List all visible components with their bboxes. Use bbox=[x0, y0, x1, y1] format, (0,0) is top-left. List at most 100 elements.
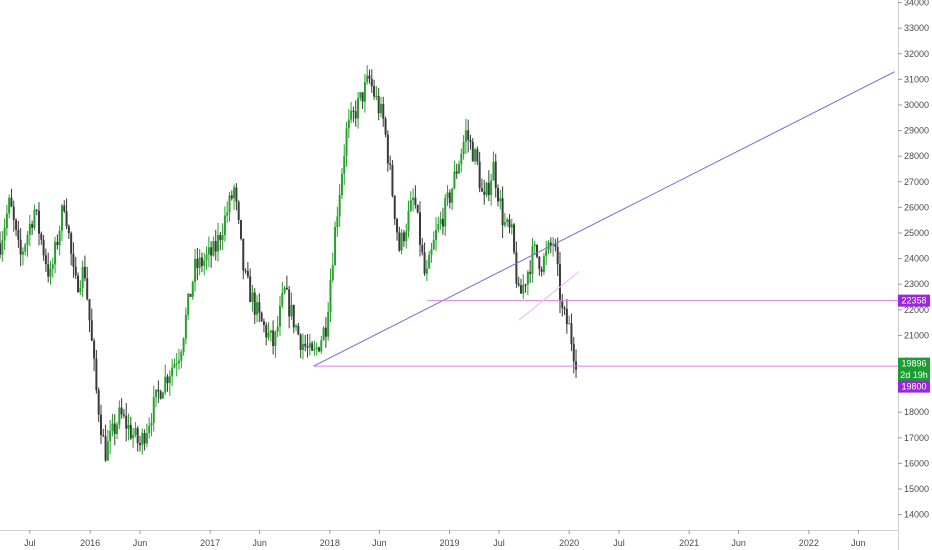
time-axis-label: Jun bbox=[133, 538, 148, 548]
candle-body bbox=[88, 299, 91, 321]
candle-body bbox=[329, 280, 332, 312]
candle-body bbox=[5, 213, 8, 229]
candle-body bbox=[161, 392, 164, 399]
candle-body bbox=[21, 251, 24, 255]
price-axis[interactable]: 1400015000160001700018000190002000021000… bbox=[898, 0, 929, 520]
candle-body bbox=[239, 220, 242, 239]
price-badge-label: 19896 bbox=[901, 359, 926, 369]
candle-body bbox=[219, 235, 222, 240]
candle-body bbox=[281, 292, 284, 306]
trendline[interactable] bbox=[518, 271, 580, 321]
time-axis-label: 2022 bbox=[799, 538, 819, 548]
candle-body bbox=[363, 82, 366, 102]
candle-body bbox=[536, 244, 539, 257]
candle-body bbox=[1, 240, 4, 255]
price-badge-label: 2d 19h bbox=[900, 370, 928, 380]
candle-body bbox=[233, 187, 236, 199]
time-axis-label: Jul bbox=[493, 538, 505, 548]
candle-body bbox=[260, 312, 263, 322]
candle-body bbox=[10, 197, 13, 207]
candle-body bbox=[570, 323, 573, 344]
candle-body bbox=[90, 320, 93, 341]
candle-body bbox=[152, 397, 155, 423]
candle-body bbox=[428, 254, 431, 269]
candle-body bbox=[370, 78, 373, 87]
candle-body bbox=[44, 255, 47, 265]
candle-body bbox=[575, 361, 578, 370]
candle-body bbox=[127, 424, 130, 429]
candle-body bbox=[350, 110, 353, 120]
price-axis-label: 23000 bbox=[904, 279, 929, 289]
price-badge bbox=[898, 357, 930, 370]
candle-body bbox=[35, 209, 38, 211]
candle-body bbox=[306, 346, 309, 348]
price-axis-label: 22000 bbox=[904, 305, 929, 315]
candle-body bbox=[331, 265, 334, 281]
price-axis-label: 27000 bbox=[904, 177, 929, 187]
candle-body bbox=[24, 244, 27, 252]
candle-body bbox=[301, 343, 304, 351]
candle-body bbox=[120, 407, 123, 415]
candle-body bbox=[416, 204, 419, 213]
candle-body bbox=[549, 242, 552, 246]
candle-body bbox=[175, 363, 178, 365]
candle-body bbox=[506, 219, 509, 223]
candle-body bbox=[405, 231, 408, 242]
candle-body bbox=[134, 428, 137, 435]
trendlines-layer bbox=[313, 71, 898, 367]
candle-body bbox=[288, 289, 291, 317]
price-axis-label: 30000 bbox=[904, 100, 929, 110]
candle-body bbox=[111, 423, 114, 432]
candle-body bbox=[421, 245, 424, 253]
price-axis-label: 14000 bbox=[904, 510, 929, 520]
candle-body bbox=[290, 304, 293, 317]
candle-body bbox=[187, 293, 190, 315]
candle-body bbox=[196, 258, 199, 268]
candle-body bbox=[138, 443, 141, 446]
candle-body bbox=[278, 305, 281, 327]
candle-body bbox=[409, 200, 412, 211]
candle-body bbox=[272, 330, 275, 347]
candle-body bbox=[382, 104, 385, 119]
candle-body bbox=[542, 256, 545, 272]
candle-body bbox=[38, 210, 41, 234]
candle-body bbox=[81, 266, 84, 289]
trendline[interactable] bbox=[313, 71, 895, 367]
candle-body bbox=[141, 433, 144, 446]
candle-body bbox=[173, 363, 176, 368]
candle-body bbox=[189, 293, 192, 297]
candle-body bbox=[464, 130, 467, 143]
candle-body bbox=[361, 92, 364, 102]
time-axis[interactable]: Jul 2016 Jun 2017 Jun 2018 Jun 2019 Jul 2020 Jul 20… bbox=[24, 530, 866, 548]
candle-body bbox=[354, 111, 357, 119]
price-badge bbox=[898, 369, 930, 382]
candle-body bbox=[74, 266, 77, 276]
candle-body bbox=[136, 428, 139, 444]
candle-body bbox=[237, 201, 240, 221]
price-axis-label: 21000 bbox=[904, 330, 929, 340]
candle-body bbox=[285, 287, 288, 290]
candle-body bbox=[526, 271, 529, 285]
candle-body bbox=[265, 325, 268, 338]
candle-body bbox=[113, 423, 116, 434]
candle-body bbox=[340, 173, 343, 196]
candle-body bbox=[180, 352, 183, 361]
candle-body bbox=[217, 235, 220, 252]
candle-body bbox=[313, 349, 316, 351]
price-axis-label: 26000 bbox=[904, 202, 929, 212]
candle-body bbox=[501, 198, 504, 226]
candle-body bbox=[93, 340, 96, 359]
candle-body bbox=[471, 141, 474, 162]
price-axis-label: 17000 bbox=[904, 433, 929, 443]
candle-body bbox=[412, 197, 415, 201]
candle-body bbox=[545, 250, 548, 257]
candle-body bbox=[299, 334, 302, 351]
candle-body bbox=[448, 192, 451, 203]
candle-body bbox=[373, 86, 376, 97]
time-axis-label: Jun bbox=[851, 538, 866, 548]
candle-body bbox=[561, 301, 564, 309]
candle-body bbox=[168, 376, 171, 384]
candle-body bbox=[432, 240, 435, 250]
